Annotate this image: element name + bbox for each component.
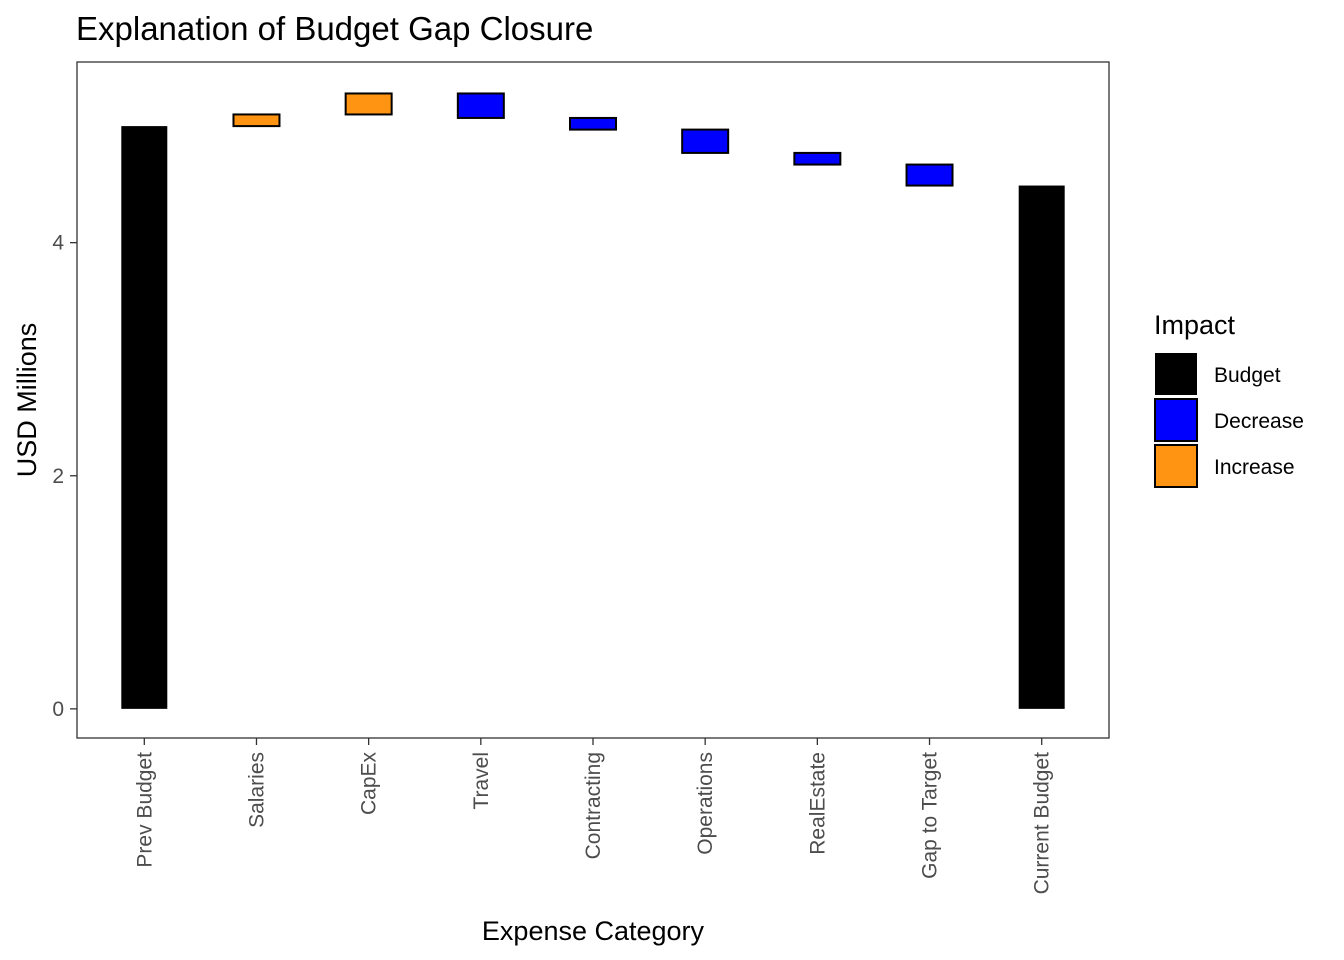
x-tick-label-travel: Travel bbox=[470, 752, 493, 810]
bar-gap-to-target bbox=[905, 163, 954, 187]
legend-key-decrease bbox=[1154, 398, 1198, 442]
legend-label-budget: Budget bbox=[1214, 364, 1281, 387]
x-tick-label-gap-to-target: Gap to Target bbox=[919, 752, 942, 879]
x-tick-label-operations: Operations bbox=[694, 752, 717, 855]
y-tick-label-4: 4 bbox=[52, 232, 64, 255]
x-tick-label-contracting: Contracting bbox=[582, 752, 605, 859]
bar-operations bbox=[681, 128, 730, 154]
legend-entries: Budget Decrease Increase bbox=[1154, 353, 1304, 488]
x-tick-label-salaries: Salaries bbox=[245, 752, 268, 828]
x-axis-title: Expense Category bbox=[482, 916, 705, 946]
bar-capex bbox=[344, 92, 393, 116]
bar-salaries bbox=[232, 113, 281, 128]
y-tick-label-0: 0 bbox=[52, 698, 64, 721]
legend-key-increase bbox=[1154, 444, 1198, 488]
y-tick-label-2: 2 bbox=[52, 465, 64, 488]
y-axis: 0 2 4 bbox=[52, 232, 77, 721]
x-tick-label-prev-budget: Prev Budget bbox=[133, 752, 156, 868]
y-axis-title: USD Millions bbox=[12, 323, 42, 478]
bar-contracting bbox=[569, 116, 617, 131]
legend: Impact Budget Decrease Increase bbox=[1154, 310, 1304, 488]
legend-label-decrease: Decrease bbox=[1214, 410, 1304, 433]
plot-panel bbox=[76, 61, 1110, 739]
legend-label-increase: Increase bbox=[1214, 456, 1295, 479]
bar-realestate bbox=[793, 151, 842, 166]
x-tick-label-capex: CapEx bbox=[358, 752, 381, 816]
x-tick-label-realestate: RealEstate bbox=[806, 752, 829, 855]
bar-current-budget bbox=[1018, 185, 1065, 709]
legend-title: Impact bbox=[1154, 310, 1236, 340]
bar-prev-budget bbox=[121, 126, 168, 709]
x-axis: Prev Budget Salaries CapEx Travel Contractin… bbox=[133, 738, 1054, 895]
bar-travel bbox=[456, 92, 505, 119]
bars-group bbox=[121, 92, 1065, 709]
x-tick-label-current-budget: Current Budget bbox=[1031, 752, 1054, 895]
chart-title: Explanation of Budget Gap Closure bbox=[76, 10, 593, 47]
legend-key-budget bbox=[1155, 353, 1197, 395]
